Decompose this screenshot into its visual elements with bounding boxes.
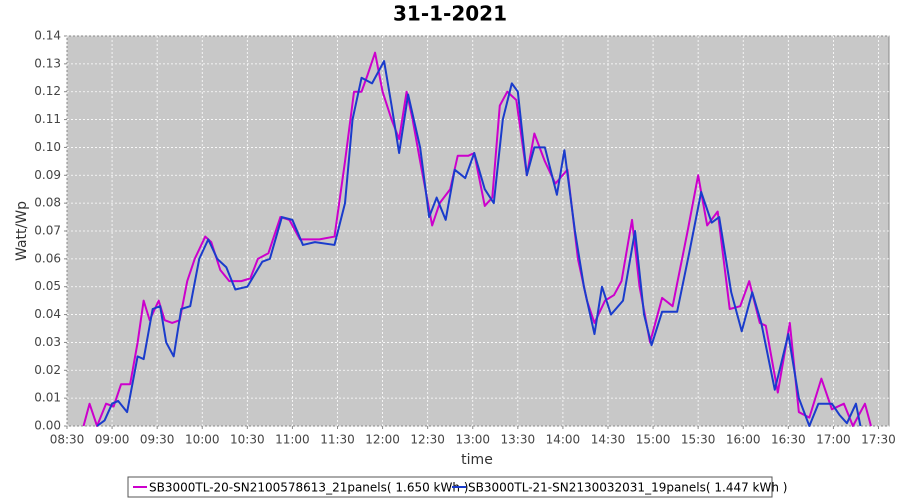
x-tick-label: 12:30: [410, 433, 445, 447]
x-tick-label: 13:30: [501, 433, 536, 447]
legend-entry: SB3000TL-21-SN2130032031_19panels( 1.447…: [468, 481, 787, 495]
x-tick-label: 09:00: [95, 433, 130, 447]
y-tick-label: 0.01: [34, 391, 61, 405]
x-tick-label: 10:00: [185, 433, 220, 447]
y-tick-label: 0.09: [34, 168, 61, 182]
x-tick-label: 17:00: [816, 433, 851, 447]
x-tick-label: 15:30: [681, 433, 716, 447]
y-tick-label: 0.00: [34, 419, 61, 433]
y-tick-label: 0.13: [34, 56, 61, 70]
y-tick-label: 0.10: [34, 140, 61, 154]
legend-box: [127, 476, 773, 498]
y-tick-label: 0.06: [34, 251, 61, 265]
y-tick-label: 0.02: [34, 363, 61, 377]
y-tick-label: 0.12: [34, 84, 61, 98]
x-tick-label: 13:00: [455, 433, 490, 447]
x-tick-label: 11:00: [275, 433, 310, 447]
x-tick-label: 11:30: [320, 433, 355, 447]
plot-area: [66, 35, 890, 427]
x-tick-label: 14:00: [546, 433, 581, 447]
x-tick-label: 17:30: [861, 433, 896, 447]
x-tick-label: 12:00: [365, 433, 400, 447]
series-line: [96, 60, 862, 427]
x-tick-label: 09:30: [140, 433, 175, 447]
chart-title: 31-1-2021: [393, 2, 507, 26]
x-tick-label: 08:30: [50, 433, 85, 447]
y-tick-label: 0.08: [34, 196, 61, 210]
y-tick-label: 0.03: [34, 335, 61, 349]
y-tick-label: 0.11: [34, 112, 61, 126]
x-tick-label: 15:00: [636, 433, 671, 447]
y-tick-label: 0.05: [34, 279, 61, 293]
x-tick-label: 16:00: [726, 433, 761, 447]
x-tick-label: 16:30: [771, 433, 806, 447]
y-tick-label: 0.04: [34, 307, 61, 321]
x-tick-label: 14:30: [591, 433, 626, 447]
legend-entry: SB3000TL-20-SN2100578613_21panels( 1.650…: [149, 481, 468, 495]
y-tick-label: 0.07: [34, 224, 61, 238]
y-tick-label: 0.14: [34, 29, 61, 43]
x-axis-label: time: [461, 452, 493, 468]
x-tick-label: 10:30: [230, 433, 265, 447]
y-axis-label: Watt/Wp: [14, 201, 30, 261]
